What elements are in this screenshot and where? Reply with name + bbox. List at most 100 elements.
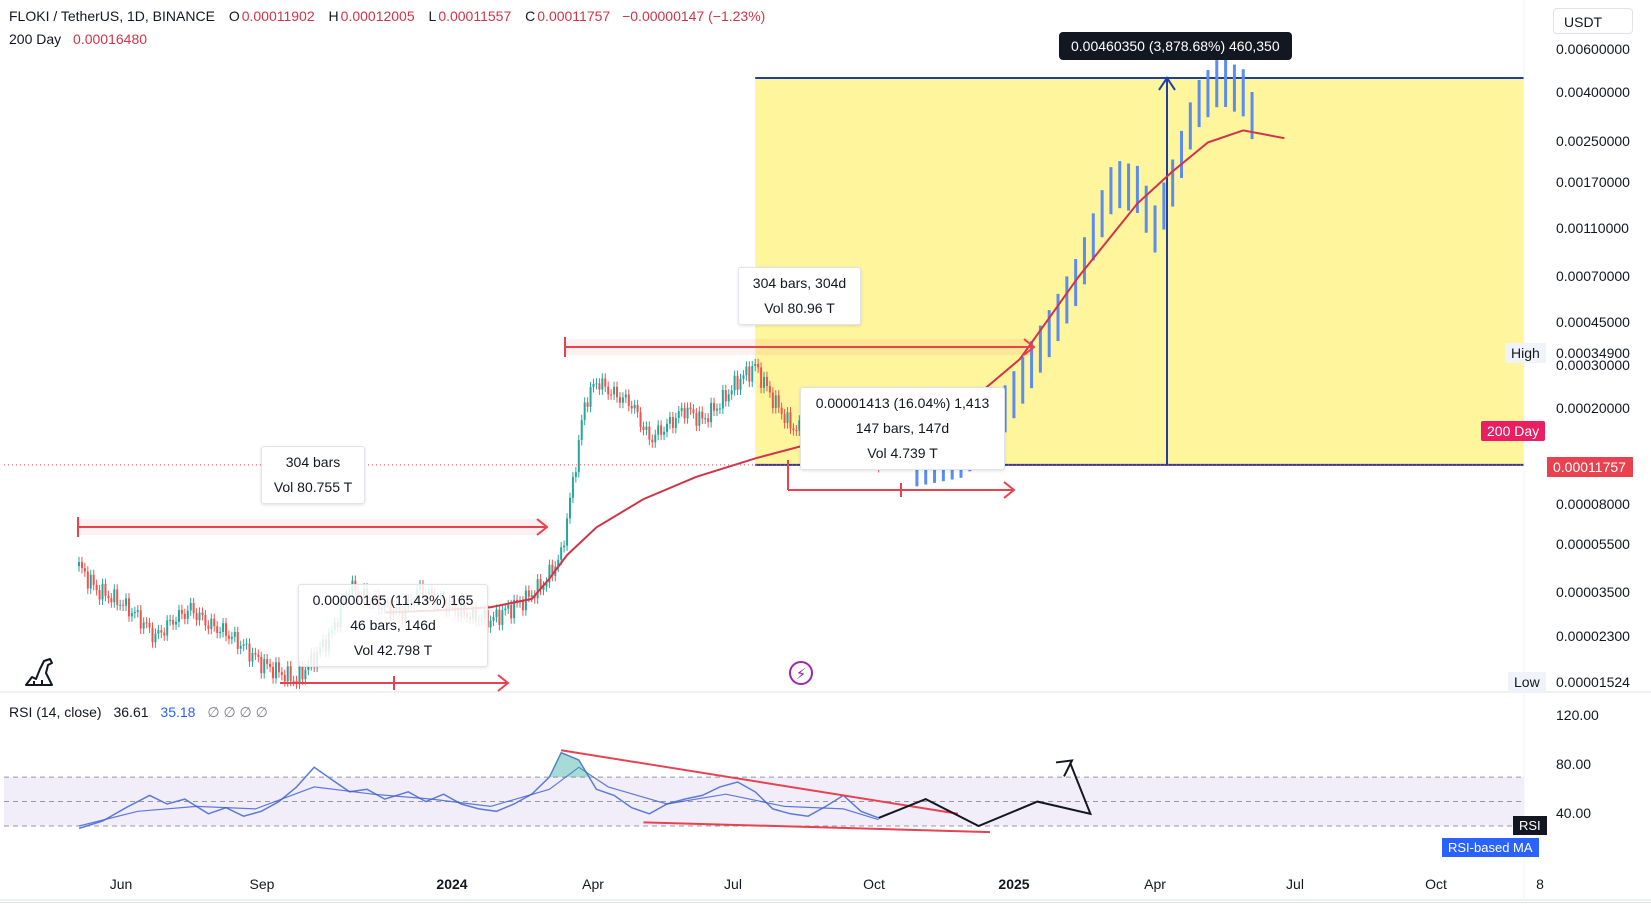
- candle-body: [627, 394, 630, 407]
- candle-body: [530, 595, 533, 597]
- projection-candle: [1153, 205, 1157, 253]
- time-tick-label: Oct: [863, 876, 885, 892]
- measure-right-callout[interactable]: 0.00001413 (16.04%) 1,413 147 bars, 147d…: [800, 387, 1005, 470]
- candle-body: [260, 656, 263, 674]
- candle-body: [657, 425, 660, 435]
- projection-candle: [1135, 165, 1139, 213]
- price-tick-label: 0.00070000: [1556, 267, 1630, 284]
- candle-body: [580, 419, 583, 441]
- candle-body: [795, 430, 798, 432]
- time-tick-label: Apr: [582, 876, 604, 892]
- candle-body: [219, 631, 222, 634]
- ma-price-tag: 200 Day: [1481, 421, 1546, 441]
- time-tick-label: 8: [1536, 876, 1544, 892]
- candle-body: [116, 589, 119, 606]
- candle-body: [507, 605, 510, 609]
- candle-body: [210, 618, 213, 629]
- candle-body: [586, 402, 589, 407]
- currency-selector[interactable]: USDT: [1553, 8, 1633, 34]
- candle-body: [701, 411, 704, 419]
- candle-body: [172, 620, 175, 625]
- candle-body: [595, 383, 598, 385]
- projection-candle: [1038, 325, 1042, 373]
- candle-body: [715, 408, 718, 411]
- candle-body: [680, 407, 683, 412]
- candle-body: [630, 406, 633, 409]
- candle-body: [742, 375, 745, 379]
- candle-body: [119, 604, 122, 606]
- price-tick-label: 0.00002300: [1556, 628, 1630, 644]
- range-left-arrow-head: [536, 518, 549, 536]
- candle-body: [248, 643, 251, 662]
- candle-body: [266, 659, 269, 664]
- candle-body: [307, 665, 310, 670]
- candle-body: [136, 610, 139, 612]
- candle-body: [277, 662, 280, 673]
- candle-body: [78, 562, 80, 567]
- candle-body: [495, 609, 498, 617]
- ohlc-legend: FLOKI / TetherUS, 1D, BINANCE O 0.0001190…: [9, 8, 766, 24]
- candle-body: [151, 627, 154, 643]
- rsi-line: [78, 751, 879, 830]
- symbol-label[interactable]: FLOKI / TetherUS, 1D, BINANCE: [9, 8, 215, 24]
- rsi-upper-trendline: [561, 749, 959, 815]
- candle-body: [298, 666, 301, 684]
- ma-legend[interactable]: 200 Day 0.00016480: [9, 31, 149, 47]
- high-label: High: [1505, 343, 1546, 363]
- candle-body: [122, 604, 125, 606]
- range-left-callout[interactable]: 304 bars Vol 80.755 T: [261, 446, 365, 504]
- rsi-ma-tag: RSI-based MA: [1442, 838, 1539, 857]
- price-tick-label: 0.00400000: [1556, 83, 1630, 100]
- rsi-legend[interactable]: RSI (14, close) 36.61 35.18 ∅ ∅ ∅ ∅: [9, 704, 270, 721]
- candle-body: [645, 426, 648, 430]
- rsi-title: RSI (14, close): [9, 704, 102, 720]
- candle-body: [177, 609, 180, 622]
- projection-callout[interactable]: 0.00460350 (3,878.68%) 460,350: [1059, 32, 1292, 60]
- candle-body: [727, 394, 730, 402]
- candle-body: [163, 632, 166, 636]
- range-upper-callout[interactable]: 304 bars, 304d Vol 80.96 T: [738, 267, 861, 325]
- candle-body: [777, 395, 780, 408]
- measure-left-callout[interactable]: 0.00000165 (11.43%) 165 46 bars, 146d Vo…: [298, 584, 488, 667]
- price-tick-label: 0.00020000: [1556, 399, 1630, 416]
- candle-body: [145, 622, 148, 624]
- candle-body: [689, 407, 692, 410]
- candle-body: [621, 397, 624, 403]
- candle-body: [545, 582, 548, 587]
- candle-body: [707, 418, 710, 423]
- candle-body: [583, 402, 586, 420]
- candle-body: [792, 428, 795, 431]
- candle-body: [704, 418, 707, 420]
- candle-body: [642, 426, 645, 430]
- candle-body: [771, 392, 774, 409]
- candle-body: [304, 669, 307, 680]
- candle-body: [289, 666, 292, 681]
- time-tick-label: 2024: [436, 876, 468, 892]
- candle-body: [213, 618, 216, 627]
- candle-body: [110, 598, 113, 603]
- projection-candle: [1091, 213, 1095, 261]
- candle-body: [651, 439, 654, 443]
- candle-body: [601, 378, 604, 390]
- rsi-ma-line: [78, 766, 879, 827]
- time-tick-label: Jun: [109, 876, 133, 892]
- time-tick-label: Jul: [724, 876, 742, 892]
- candle-body: [501, 610, 504, 625]
- candle-body: [125, 598, 128, 606]
- candle-body: [592, 383, 595, 388]
- candle-body: [513, 599, 516, 619]
- last-price-tag: 0.00011757: [1547, 457, 1633, 477]
- candle-body: [504, 608, 507, 611]
- projection-candle: [1003, 385, 1007, 433]
- candle-body: [636, 404, 639, 413]
- candle-body: [222, 623, 225, 632]
- candle-body: [245, 643, 248, 645]
- price-tick-label: 0.00045000: [1556, 314, 1630, 331]
- lightning-icon[interactable]: ⚡: [789, 661, 813, 685]
- candle-body: [498, 609, 501, 625]
- candle-body: [527, 590, 530, 597]
- projection-candle: [1162, 182, 1166, 230]
- rsi-projection-arrow-head: [1055, 759, 1074, 777]
- candle-body: [598, 383, 601, 390]
- candle-body: [301, 666, 304, 680]
